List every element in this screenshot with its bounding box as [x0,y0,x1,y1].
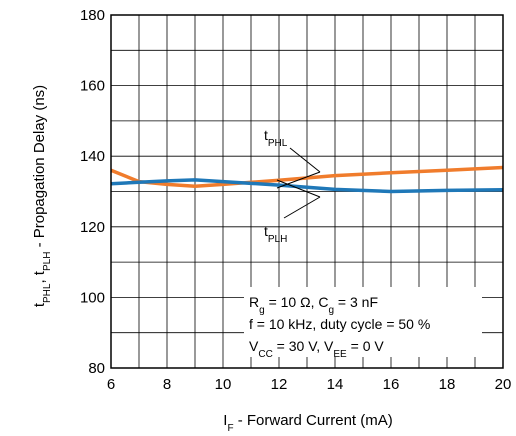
tphl-label-main: t [264,127,268,143]
conditions-line-1: Rg = 10 Ω, Cg = 3 nF [249,294,378,316]
series-line-tplh [110,178,504,194]
x-label-sub: F [227,423,233,434]
cond3-a: V [249,338,259,354]
cond3-c: = 0 V [347,338,385,354]
tphl-label-sub: PHL [268,138,288,149]
y-axis-label: tPHL, tPLH - Propagation Delay (ns) [31,85,53,307]
tplh-leader-1 [276,179,321,198]
tplh-label-main: t [264,223,268,239]
conditions-line-2: f = 10 kHz, duty cycle = 50 % [249,316,430,332]
cond3-b-sub: EE [333,349,347,360]
y-label-t1: t [31,302,48,307]
y-tick-label: 180 [80,7,105,24]
cond3-b: = 30 V, V [273,338,334,354]
y-label-sub1: PHL [42,283,53,303]
tphl-label: tPHL [264,127,288,149]
tphl-leader-2 [276,171,321,189]
y-label-rest: - Propagation Delay (ns) [31,85,48,252]
x-tick-label: 10 [215,376,232,393]
series-annotations: tPHL tPLH [264,127,321,245]
tphl-leader-1 [289,147,321,173]
tplh-label-sub: PLH [268,234,287,245]
conditions-line-3: VCC = 30 V, VEE = 0 V [249,338,384,360]
x-tick-label: 14 [327,376,344,393]
cond1-a: R [249,294,259,310]
y-tick-label: 160 [80,78,105,95]
cond3-a-sub: CC [258,349,272,360]
y-tick-label: 80 [88,360,105,377]
x-tick-label: 8 [163,376,171,393]
plot-frame [110,14,504,369]
x-label-rest: - Forward Current (mA) [234,412,393,429]
data-series [110,165,504,194]
y-tick-label: 140 [80,148,105,165]
y-tick-label: 100 [80,289,105,306]
cond1-b-sub: g [328,305,334,316]
y-label-sub2: PLH [42,252,53,271]
x-tick-label: 20 [495,376,512,393]
cond1-a-sub: g [259,305,265,316]
x-axis-label: IF - Forward Current (mA) [223,412,392,434]
x-label-main: I [223,412,227,429]
tplh-leader-2 [283,196,321,219]
conditions-box: Rg = 10 Ω, Cg = 3 nF f = 10 kHz, duty cy… [244,287,482,360]
y-tick-label: 120 [80,219,105,236]
cond1-c: = 3 nF [334,294,378,310]
x-tick-label: 12 [271,376,288,393]
conditions-box-bg [244,287,482,357]
x-tick-label: 18 [439,376,456,393]
tplh-label: tPLH [264,223,287,245]
y-label-t2: , t [31,270,48,283]
cond1-b: = 10 Ω, C [265,294,329,310]
tick-labels: 6 8 10 12 14 16 18 20 80 100 120 140 160 180 [80,7,511,393]
x-tick-label: 6 [107,376,115,393]
x-tick-label: 16 [383,376,400,393]
